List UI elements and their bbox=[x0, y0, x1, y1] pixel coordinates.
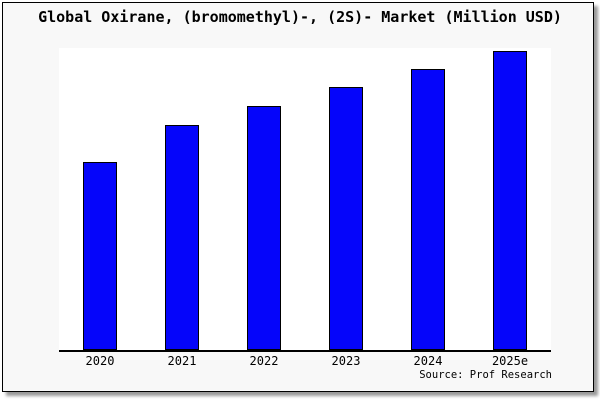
bar-slot bbox=[469, 48, 551, 350]
plot-area bbox=[59, 48, 551, 352]
bar-2024 bbox=[411, 69, 445, 350]
x-tick-label-2022: 2022 bbox=[249, 354, 279, 368]
x-tick-label-2021: 2021 bbox=[167, 354, 197, 368]
x-tick-label-2024: 2024 bbox=[413, 354, 443, 368]
bar-2021 bbox=[165, 125, 199, 350]
bar-slot bbox=[141, 48, 223, 350]
x-tick-label-2023: 2023 bbox=[331, 354, 361, 368]
bar-slot bbox=[305, 48, 387, 350]
x-tick-label-2025e: 2025e bbox=[491, 354, 529, 368]
x-axis-tick-row: 2020 2021 2022 2023 2024 2025e bbox=[59, 354, 551, 368]
source-credit: Source: Prof Research bbox=[419, 369, 552, 381]
bar-2023 bbox=[329, 87, 363, 350]
bar-2022 bbox=[247, 106, 281, 350]
bar-slot bbox=[387, 48, 469, 350]
chart-title: Global Oxirane, (bromomethyl)-, (2S)- Ma… bbox=[38, 8, 562, 26]
x-tick-label-2020: 2020 bbox=[85, 354, 115, 368]
bar-2025e bbox=[493, 51, 527, 350]
bar-slot bbox=[59, 48, 141, 350]
bar-2020 bbox=[83, 162, 117, 350]
bar-slot bbox=[223, 48, 305, 350]
